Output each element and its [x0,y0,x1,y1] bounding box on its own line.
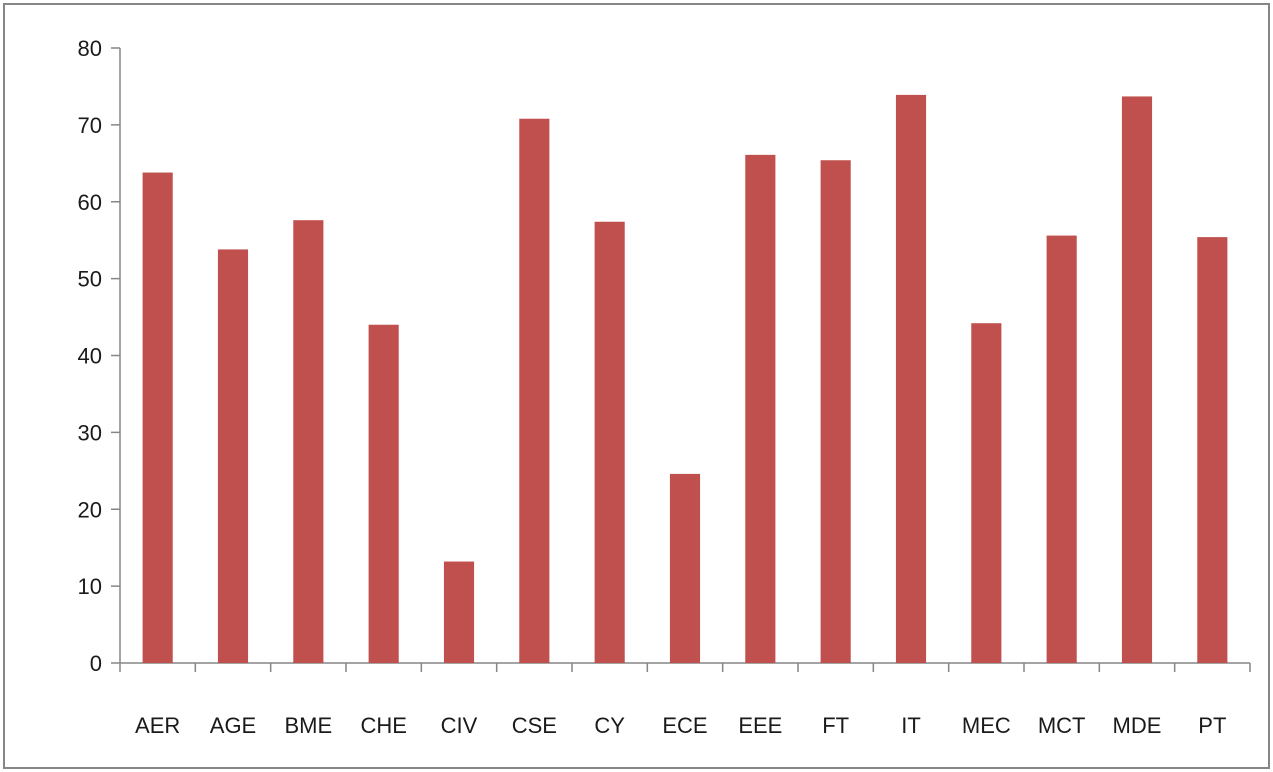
x-tick-label: CHE [360,713,406,738]
x-tick-label: PT [1198,713,1226,738]
x-tick-label: ECE [662,713,707,738]
bar-age [217,249,249,663]
bar-mct [1046,235,1077,663]
y-tick-label: 40 [78,344,102,369]
x-tick-label: AGE [210,713,256,738]
y-tick-label: 60 [78,190,102,215]
y-tick-label: 20 [78,497,102,522]
x-tick-label: BME [284,713,332,738]
chart-frame: 0 10 20 30 40 50 60 70 80 AER AGE BME CHE CIV CSE CY EC… [3,3,1270,769]
bar-ece [669,473,701,663]
x-tick-label: MCT [1038,713,1086,738]
x-tick-label: FT [822,713,849,738]
bar-it [895,94,927,664]
y-axis: 0 10 20 30 40 50 60 70 80 [78,36,121,676]
y-tick-label: 50 [78,267,102,292]
bar-chart: 0 10 20 30 40 50 60 70 80 AER AGE BME CHE CIV CSE CY EC… [78,36,1251,738]
bar-cse [519,118,550,664]
x-tick-label: MDE [1113,713,1162,738]
y-tick-label: 0 [90,651,102,676]
y-tick-label: 70 [78,113,102,138]
bar-cy [594,221,625,664]
x-axis: AER AGE BME CHE CIV CSE CY ECE EEE FT IT MEC MCT MDE P… [119,662,1251,738]
bar-aer [142,172,173,663]
x-tick-label: IT [901,713,921,738]
bar-civ [443,561,475,663]
bar-bme [293,220,324,663]
x-tick-label: AER [135,713,180,738]
bar-mde [1121,96,1153,663]
y-tick-label: 80 [78,36,102,61]
bar-ft [820,160,851,664]
bar-pt [1197,237,1228,664]
x-tick-label: CSE [512,713,557,738]
bar-mec [971,323,1002,663]
x-tick-label: CY [594,713,625,738]
x-tick-label: CIV [441,713,478,738]
y-tick-label: 30 [78,420,102,445]
x-tick-label: EEE [738,713,782,738]
bar-che [368,324,399,663]
y-tick-label: 10 [78,574,102,599]
bars [142,94,1228,664]
bar-eee [745,154,776,663]
x-tick-label: MEC [962,713,1011,738]
